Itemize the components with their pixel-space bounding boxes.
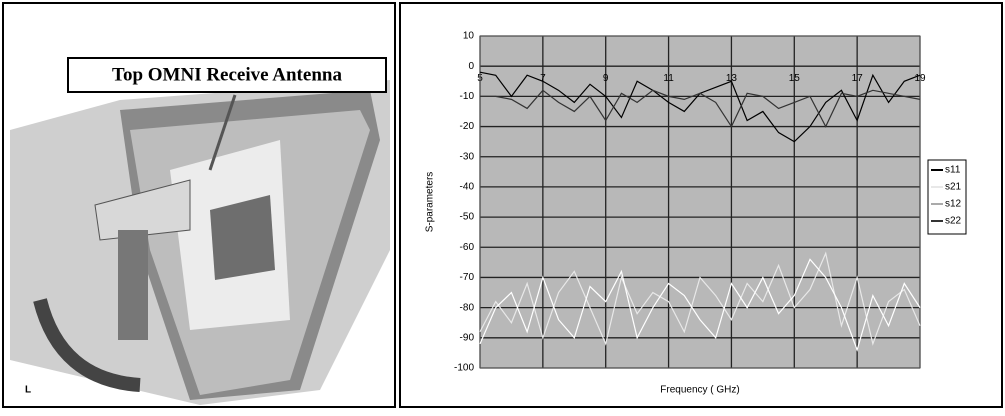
x-axis-title: Frequency ( GHz) — [660, 385, 739, 396]
y-tick-label: -40 — [460, 182, 475, 193]
legend-label: s21 — [945, 182, 962, 193]
series-line — [479, 258, 921, 352]
series-line — [480, 89, 921, 128]
legend-label: s22 — [945, 216, 962, 227]
y-tick-label: -50 — [460, 212, 475, 223]
y-tick-label: -90 — [460, 332, 475, 343]
y-tick-label: -60 — [460, 242, 475, 253]
y-tick-label: 10 — [463, 31, 475, 42]
x-tick-label: 17 — [852, 73, 864, 84]
x-tick-label: 9 — [603, 73, 609, 84]
y-tick-label: -20 — [460, 121, 475, 132]
y-tick-label: -10 — [460, 91, 475, 102]
x-tick-label: 13 — [726, 73, 738, 84]
y-tick-label: -70 — [460, 272, 475, 283]
y-tick-label: -100 — [454, 363, 474, 374]
label-box — [67, 57, 387, 93]
legend-label: s12 — [945, 199, 962, 210]
svg-text:L: L — [25, 385, 31, 396]
series-line — [479, 251, 921, 346]
antenna-render: L — [10, 80, 390, 405]
y-tick-label: -30 — [460, 151, 475, 162]
x-tick-label: 7 — [540, 73, 546, 84]
legend-label: s11 — [945, 165, 961, 176]
y-tick-label: 0 — [468, 61, 474, 72]
plot-area — [480, 36, 920, 368]
x-tick-label: 15 — [789, 73, 801, 84]
y-axis-title: S-parameters — [425, 172, 436, 233]
image-label: Top OMNI Receive Antenna — [112, 64, 342, 85]
x-tick-label: 11 — [663, 73, 674, 84]
y-tick-label: -80 — [460, 302, 475, 313]
plot-border — [479, 35, 921, 369]
